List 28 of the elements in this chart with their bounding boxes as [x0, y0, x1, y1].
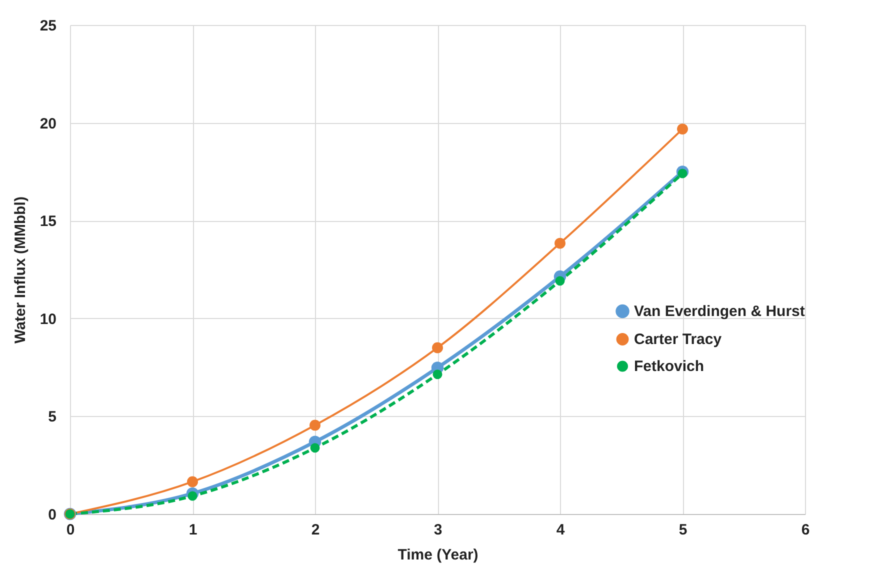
- point: [187, 476, 198, 488]
- point: [432, 342, 443, 354]
- x-tick-label: 4: [556, 522, 566, 538]
- y-tick-label: 0: [48, 506, 56, 524]
- point: [310, 420, 320, 431]
- x-tick-label: 5: [678, 522, 688, 538]
- point: [310, 443, 320, 453]
- y-tick-label: 10: [40, 310, 56, 328]
- y-tick-label: 20: [40, 115, 56, 132]
- x-tick-label: 3: [434, 522, 442, 538]
- x-tick-label: 2: [311, 522, 320, 538]
- y-tick-label: 25: [40, 18, 56, 34]
- legend-label: Fetkovich: [634, 358, 704, 376]
- legend-label: Carter Tracy: [634, 331, 722, 348]
- y-tick-label: 15: [40, 213, 56, 230]
- point: [188, 491, 198, 501]
- point: [432, 370, 442, 380]
- y-tick-label: 5: [48, 408, 56, 426]
- point: [554, 238, 566, 249]
- legend-label: Van Everdingen & Hurst: [634, 303, 805, 320]
- point: [555, 276, 565, 286]
- x-tick-label: 1: [188, 522, 198, 538]
- point: [677, 124, 688, 135]
- y-axis-title: Water Influx (MMbbl): [12, 196, 29, 344]
- point: [678, 168, 688, 178]
- x-axis-title: Time (Year): [398, 546, 478, 564]
- x-tick-label: 6: [801, 522, 810, 538]
- x-tick-label: 0: [66, 522, 75, 538]
